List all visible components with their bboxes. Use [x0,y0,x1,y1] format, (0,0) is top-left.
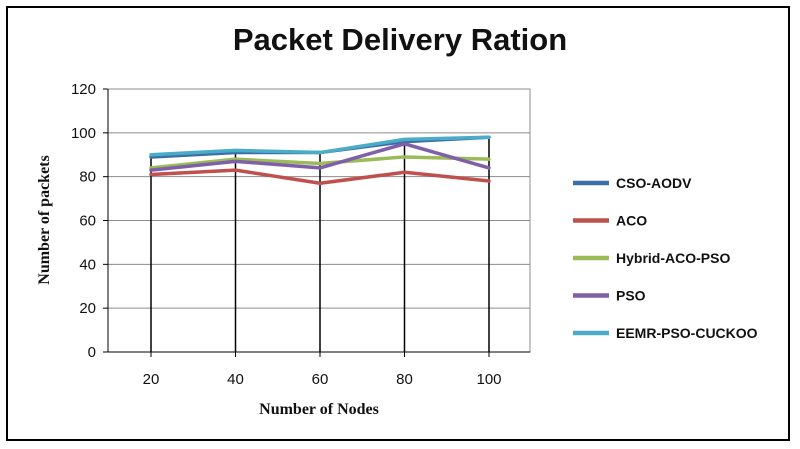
y-tick-label-20: 20 [79,300,96,317]
y-tick-label-60: 60 [79,213,96,230]
legend-label-2: Hybrid-ACO-PSO [616,250,730,266]
x-tick-label-60: 60 [312,371,329,388]
x-tick-label-20: 20 [143,371,160,388]
y-axis-label: Number of packets [36,155,53,284]
x-tick-label-100: 100 [476,371,501,388]
axes [103,88,531,357]
series-line-3 [149,142,491,172]
x-tick-labels: 20 40 60 80 100 [143,371,502,388]
y-tick-label-0: 0 [88,344,96,361]
x-tick-label-40: 40 [227,371,244,388]
series-line-4 [149,135,491,157]
legend-label-0: CSO-AODV [616,175,692,191]
x-tick-label-80: 80 [396,371,413,388]
y-tick-label-120: 120 [71,81,96,98]
gridlines [108,88,530,309]
y-tick-labels: 0 20 40 60 80 100 120 [71,81,96,361]
legend: CSO-AODV ACO Hybrid-ACO-PSO PSO EEMR-PSO-CUC… [573,175,758,341]
y-tick-label-80: 80 [79,169,96,186]
series-lines [149,135,491,185]
chart-frame [6,6,790,441]
series-line-1 [149,168,491,185]
legend-label-1: ACO [616,213,647,229]
series-line-2 [149,155,491,170]
y-tick-label-40: 40 [79,256,96,273]
legend-label-3: PSO [616,288,646,304]
x-axis-label: Number of Nodes [259,401,379,418]
chart-title: Packet Delivery Ration [232,22,568,57]
y-tick-label-100: 100 [71,125,96,142]
legend-label-4: EEMR-PSO-CUCKOO [616,325,758,341]
